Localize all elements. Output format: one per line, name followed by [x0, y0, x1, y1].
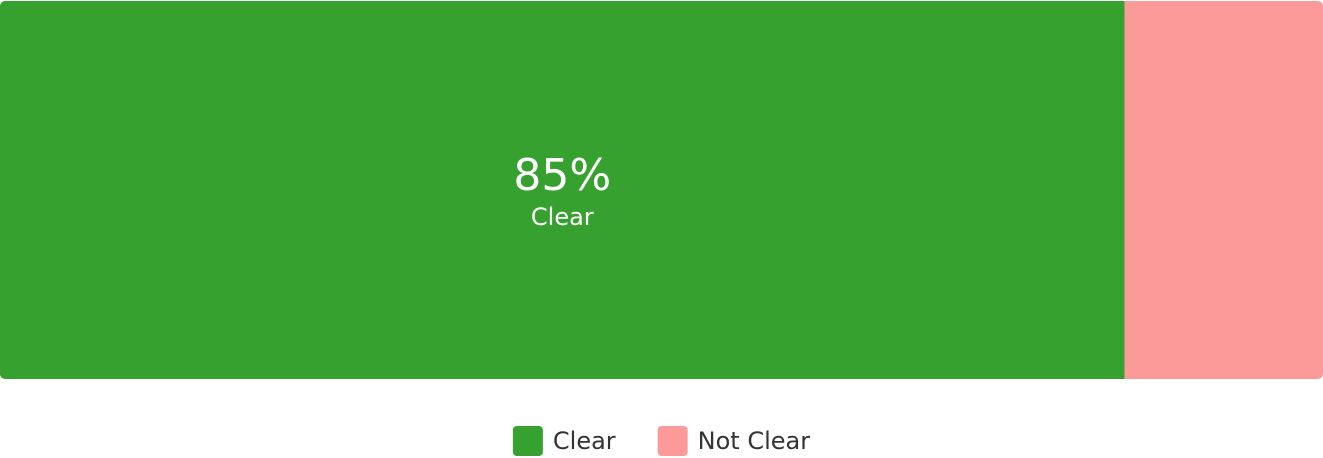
label-group: 85%Clear: [513, 150, 611, 231]
bar-segment: [0, 1, 1125, 379]
legend-item: Clear: [512, 426, 616, 456]
data-label-name: Clear: [531, 203, 594, 231]
legend-label: Not Clear: [698, 427, 811, 455]
legend-label: Clear: [553, 427, 616, 455]
legend-swatch: [512, 426, 543, 456]
bar-segment: [1124, 1, 1323, 379]
legend: Clear Not Clear: [512, 426, 811, 456]
legend-swatch: [657, 426, 688, 456]
legend-item: Not Clear: [657, 426, 811, 456]
bar-group: [0, 1, 1323, 379]
data-label: 85%: [513, 150, 611, 201]
